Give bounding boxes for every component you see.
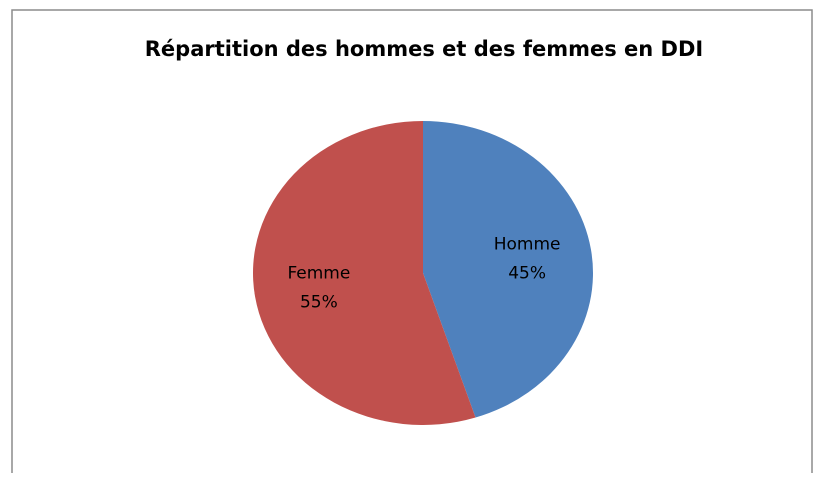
pie-slice — [252, 121, 476, 426]
chart-title: Répartition des hommes et des femmes en … — [145, 37, 703, 61]
slice-label: Homme — [494, 234, 561, 254]
pie-slice — [423, 121, 593, 418]
slice-value-label: 45% — [508, 263, 546, 283]
slice-label: Femme — [287, 264, 350, 284]
slice-value-label: 55% — [300, 293, 338, 313]
